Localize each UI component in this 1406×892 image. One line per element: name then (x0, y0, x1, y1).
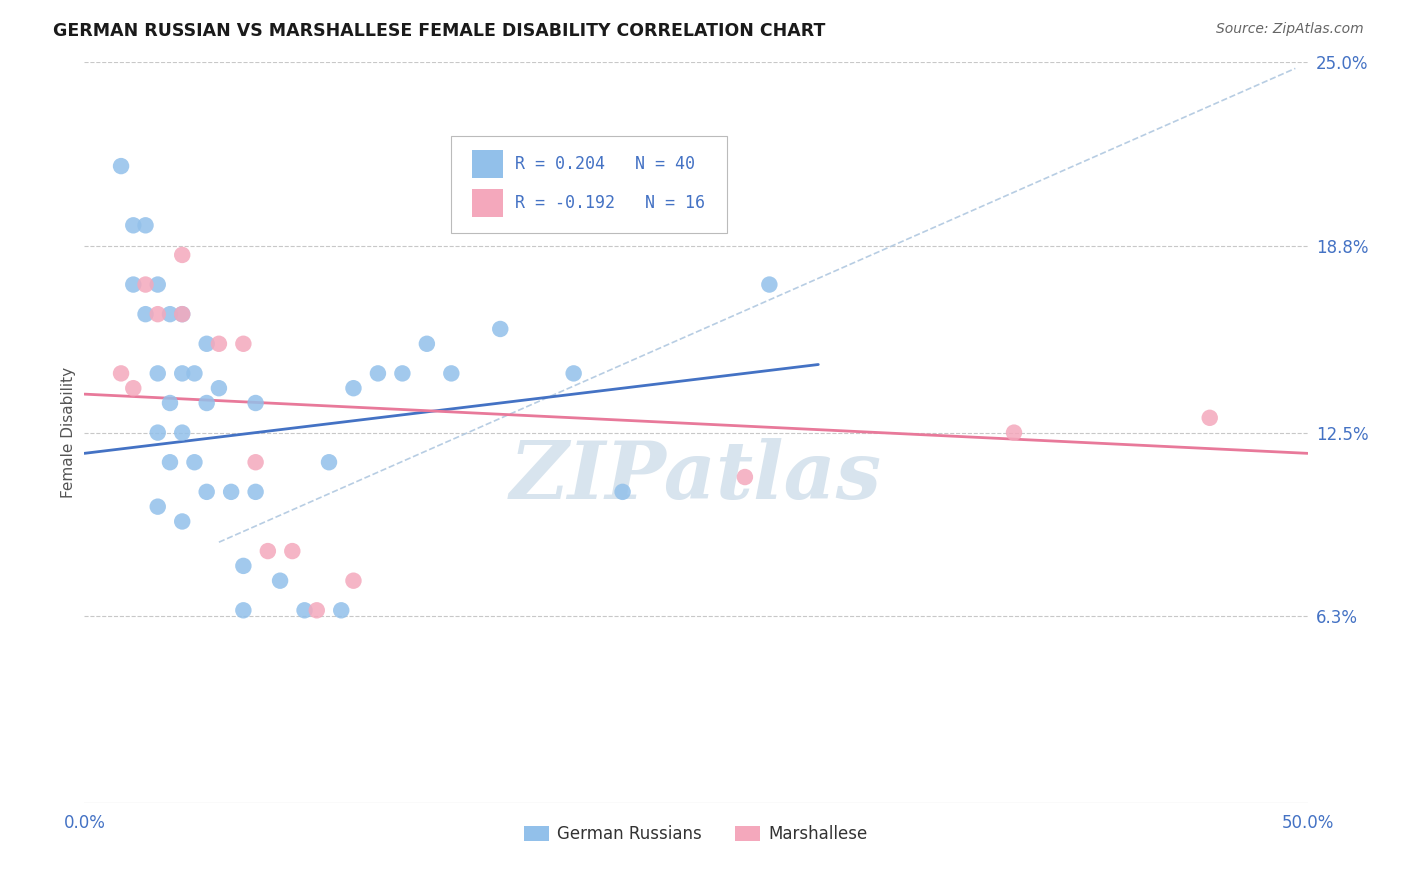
Point (172, 307, 194, 321)
FancyBboxPatch shape (451, 136, 727, 233)
Point (122, 381, 145, 395)
Point (172, 248, 194, 262)
Point (257, 544, 280, 558)
Point (172, 425, 194, 440)
Point (135, 277, 157, 292)
Point (245, 455, 267, 469)
Point (489, 322, 512, 336)
Point (612, 484, 634, 499)
Point (245, 396, 267, 410)
Point (342, 574, 364, 588)
Text: R = -0.192   N = 16: R = -0.192 N = 16 (515, 194, 704, 212)
Point (281, 544, 304, 558)
Y-axis label: Female Disability: Female Disability (60, 367, 76, 499)
Point (734, 470, 756, 484)
Point (135, 307, 157, 321)
Point (135, 219, 157, 233)
Point (146, 500, 169, 514)
Point (758, 277, 780, 292)
Point (146, 307, 169, 321)
Point (294, 603, 316, 617)
Point (159, 307, 181, 321)
Text: R = 0.204   N = 40: R = 0.204 N = 40 (515, 155, 695, 173)
Point (208, 381, 231, 395)
Text: Source: ZipAtlas.com: Source: ZipAtlas.com (1216, 22, 1364, 37)
Point (195, 484, 218, 499)
Point (146, 277, 169, 292)
Point (1002, 425, 1025, 440)
Bar (472, 189, 503, 217)
Point (318, 455, 340, 469)
Point (232, 336, 254, 351)
Point (183, 367, 205, 381)
Point (172, 307, 194, 321)
Point (219, 484, 242, 499)
Point (146, 367, 169, 381)
Legend: German Russians, Marshallese: German Russians, Marshallese (517, 819, 875, 850)
Text: ZIPatlas: ZIPatlas (510, 438, 882, 516)
Point (159, 396, 181, 410)
Point (440, 367, 463, 381)
Point (305, 603, 328, 617)
Point (208, 336, 231, 351)
Point (245, 484, 267, 499)
Point (110, 367, 132, 381)
Point (122, 219, 145, 233)
Point (367, 367, 389, 381)
Point (416, 336, 439, 351)
Point (342, 381, 364, 395)
Point (232, 603, 254, 617)
Point (122, 277, 145, 292)
Point (195, 336, 218, 351)
Point (110, 159, 132, 173)
Point (146, 425, 169, 440)
Point (1198, 410, 1220, 425)
Point (172, 367, 194, 381)
Point (195, 396, 218, 410)
Point (232, 558, 254, 573)
Point (562, 367, 585, 381)
Point (183, 455, 205, 469)
Point (391, 367, 413, 381)
Point (159, 455, 181, 469)
Bar (472, 150, 503, 178)
Text: GERMAN RUSSIAN VS MARSHALLESE FEMALE DISABILITY CORRELATION CHART: GERMAN RUSSIAN VS MARSHALLESE FEMALE DIS… (53, 22, 825, 40)
Point (172, 515, 194, 529)
Point (330, 603, 353, 617)
Point (269, 574, 291, 588)
